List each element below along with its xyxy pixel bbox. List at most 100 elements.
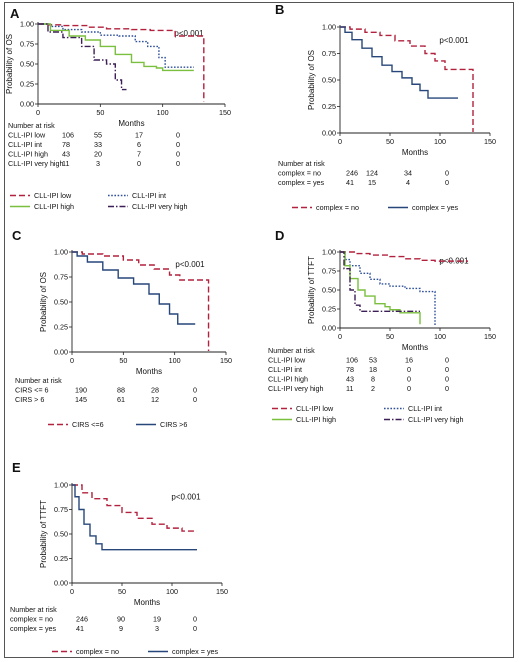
risk-count: 17 bbox=[135, 131, 143, 140]
risk-count: 246 bbox=[76, 615, 88, 624]
risk-count: 16 bbox=[405, 356, 413, 365]
figure-frame bbox=[4, 2, 514, 658]
x-tick-label: 150 bbox=[484, 137, 496, 146]
legend-label: CIRS >6 bbox=[160, 420, 187, 429]
series-line bbox=[340, 26, 458, 99]
risk-count: 15 bbox=[368, 178, 376, 187]
risk-count: 124 bbox=[366, 169, 378, 178]
risk-count: 0 bbox=[137, 159, 141, 168]
panel-a: A 0.00 0.25 0.50 0.75 1.00 0 50 100 150 Probabilit… bbox=[5, 6, 231, 211]
series-line bbox=[72, 251, 196, 325]
risk-table-title: Number at risk bbox=[268, 346, 315, 355]
legend-label: CLL-IPI low bbox=[34, 191, 72, 200]
risk-count: 0 bbox=[445, 375, 449, 384]
y-tick-label: 1.00 bbox=[54, 481, 68, 490]
risk-count: 0 bbox=[193, 615, 197, 624]
risk-count: 53 bbox=[369, 356, 377, 365]
y-tick-label: 0.25 bbox=[322, 102, 336, 111]
risk-count: 78 bbox=[346, 365, 354, 374]
series-line bbox=[340, 26, 474, 132]
risk-row-label: complex = yes bbox=[10, 624, 57, 633]
risk-table-title: Number at risk bbox=[10, 605, 57, 614]
y-axis-title: Probability of OS bbox=[39, 272, 48, 332]
y-tick-label: 0.50 bbox=[20, 60, 34, 69]
legend-label: complex = yes bbox=[172, 647, 219, 656]
risk-count: 20 bbox=[94, 150, 102, 159]
risk-count: 41 bbox=[346, 178, 354, 187]
y-tick-label: 0.00 bbox=[54, 348, 68, 357]
risk-count: 11 bbox=[346, 384, 353, 393]
risk-row-label: CLL-IPI low bbox=[8, 131, 46, 140]
x-tick-label: 50 bbox=[119, 356, 127, 365]
risk-count: 2 bbox=[371, 384, 375, 393]
legend-label: CLL-IPI high bbox=[296, 415, 336, 424]
risk-count: 41 bbox=[76, 624, 84, 633]
legend-label: CLL-IPI low bbox=[296, 404, 334, 413]
risk-count: 190 bbox=[75, 386, 87, 395]
risk-count: 7 bbox=[137, 150, 141, 159]
legend-label: CIRS <=6 bbox=[72, 420, 104, 429]
risk-count: 88 bbox=[117, 386, 125, 395]
x-axis-title: Months bbox=[134, 598, 160, 607]
series-line bbox=[72, 484, 197, 532]
y-tick-label: 0.75 bbox=[20, 40, 34, 49]
y-tick-label: 0.75 bbox=[54, 273, 68, 282]
y-tick-label: 1.00 bbox=[322, 248, 336, 257]
x-axis-title: Months bbox=[402, 343, 428, 352]
risk-count: 0 bbox=[407, 375, 411, 384]
risk-count: 6 bbox=[137, 140, 141, 149]
legend-label: CLL-IPI very high bbox=[408, 415, 464, 424]
risk-table-title: Number at risk bbox=[15, 376, 62, 385]
x-axis-title: Months bbox=[402, 148, 428, 157]
x-tick-label: 150 bbox=[220, 356, 232, 365]
risk-count: 0 bbox=[193, 386, 197, 395]
panel-e: E 0.00 0.25 0.50 0.75 1.00 0 50 100 150 Probabilit… bbox=[10, 460, 228, 656]
x-tick-label: 100 bbox=[166, 587, 178, 596]
risk-row-label: CLL-IPI high bbox=[268, 375, 308, 384]
panel-b: B0.000.250.500.751.000 50 100 150Probabilit… bbox=[275, 2, 496, 212]
panel-letter: C bbox=[12, 228, 22, 243]
risk-row-label: CIRS <= 6 bbox=[15, 386, 49, 395]
series-line bbox=[340, 251, 436, 325]
risk-count: 18 bbox=[369, 365, 377, 374]
p-value: p<0.001 bbox=[175, 260, 205, 269]
y-tick-label: 0.75 bbox=[322, 49, 336, 58]
risk-row-label: CLL-IPI int bbox=[268, 365, 302, 374]
y-tick-label: 0.25 bbox=[54, 554, 68, 563]
risk-row-label: CLL-IPI low bbox=[268, 356, 306, 365]
risk-count: 0 bbox=[176, 159, 180, 168]
risk-count: 0 bbox=[407, 365, 411, 374]
y-axis-title: Probability of TTFT bbox=[307, 256, 316, 324]
panel-letter: E bbox=[12, 460, 21, 475]
legend-label: CLL-IPI int bbox=[408, 404, 442, 413]
y-tick-label: 0.00 bbox=[322, 129, 336, 138]
risk-count: 12 bbox=[151, 395, 159, 404]
risk-row-label: CLL-IPI very high bbox=[8, 159, 64, 168]
risk-count: 11 bbox=[62, 159, 69, 168]
x-tick-label: 100 bbox=[434, 332, 446, 341]
risk-count: 0 bbox=[176, 131, 180, 140]
risk-count: 19 bbox=[153, 615, 161, 624]
risk-count: 43 bbox=[62, 150, 70, 159]
risk-count: 0 bbox=[407, 384, 411, 393]
risk-table-title: Number at risk bbox=[278, 159, 325, 168]
y-tick-label: 0.25 bbox=[20, 80, 34, 89]
legend-label: CLL-IPI high bbox=[34, 202, 74, 211]
x-axis-title: Months bbox=[118, 119, 144, 128]
legend-label: complex = yes bbox=[412, 203, 459, 212]
y-tick-label: 0.00 bbox=[322, 324, 336, 333]
risk-count: 34 bbox=[404, 169, 412, 178]
y-axis-title: Probability of TTFT bbox=[39, 500, 48, 568]
y-tick-label: 0.25 bbox=[54, 323, 68, 332]
risk-count: 0 bbox=[445, 356, 449, 365]
panel-letter: B bbox=[275, 2, 284, 17]
risk-count: 0 bbox=[193, 395, 197, 404]
risk-count: 145 bbox=[75, 395, 87, 404]
risk-count: 0 bbox=[445, 169, 449, 178]
y-tick-label: 1.00 bbox=[54, 248, 68, 257]
y-tick-label: 0.75 bbox=[54, 505, 68, 514]
risk-count: 0 bbox=[445, 365, 449, 374]
x-tick-label: 100 bbox=[169, 356, 181, 365]
x-tick-label: 50 bbox=[96, 108, 104, 117]
risk-row-label: complex = no bbox=[10, 615, 53, 624]
